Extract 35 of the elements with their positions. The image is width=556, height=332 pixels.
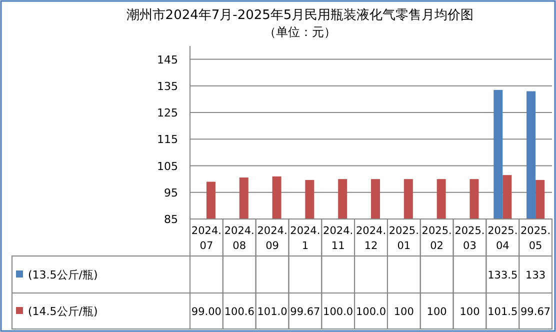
y-tick-label: 95 bbox=[164, 186, 178, 200]
data-label: 100 bbox=[426, 306, 447, 318]
data-label: 99.67 bbox=[290, 306, 320, 318]
y-tick-label: 135 bbox=[157, 80, 178, 93]
x-tick-label: 2024.1 bbox=[290, 225, 320, 252]
data-label: 100 bbox=[394, 306, 414, 318]
x-tick-label: 2024.12 bbox=[356, 225, 386, 252]
x-tick-label: 2025.05 bbox=[520, 225, 551, 252]
x-tick-label: 2024.09 bbox=[257, 225, 288, 252]
legend-label: (13.5公斤/瓶) bbox=[28, 268, 98, 282]
data-label: 100.0 bbox=[356, 306, 386, 318]
x-tick-label: 2025.03 bbox=[454, 225, 485, 252]
data-label: 100.6 bbox=[224, 306, 255, 318]
y-tick-label: 85 bbox=[164, 213, 178, 226]
y-tick-label: 105 bbox=[157, 160, 178, 173]
data-label: 101.5 bbox=[488, 306, 518, 318]
data-label: 99.67 bbox=[520, 306, 551, 318]
legend-label: (14.5公斤/瓶) bbox=[28, 305, 98, 318]
data-label: 100.0 bbox=[323, 306, 354, 318]
data-label: 100 bbox=[460, 306, 480, 318]
x-tick-label: 2025.01 bbox=[388, 225, 419, 252]
x-tick-label: 2024.11 bbox=[323, 225, 354, 252]
data-label: 101.0 bbox=[257, 306, 288, 318]
x-tick-label: 2025.02 bbox=[422, 225, 452, 252]
chart-subtitle: （单位：元） bbox=[264, 25, 336, 39]
data-label: 99.00 bbox=[191, 306, 222, 318]
y-tick-label: 115 bbox=[157, 133, 178, 146]
x-tick-label: 2025.04 bbox=[488, 225, 518, 252]
y-tick-label: 145 bbox=[157, 53, 178, 66]
y-tick-label: 125 bbox=[157, 106, 178, 120]
chart-title: 潮州市2024年7月-2025年5月民用瓶装液化气零售月均价图 bbox=[126, 8, 474, 23]
x-tick-label: 2024.08 bbox=[224, 225, 254, 252]
data-label: 133 bbox=[526, 270, 546, 282]
x-tick-label: 2024.07 bbox=[191, 225, 222, 252]
data-label: 133.5 bbox=[488, 270, 518, 282]
